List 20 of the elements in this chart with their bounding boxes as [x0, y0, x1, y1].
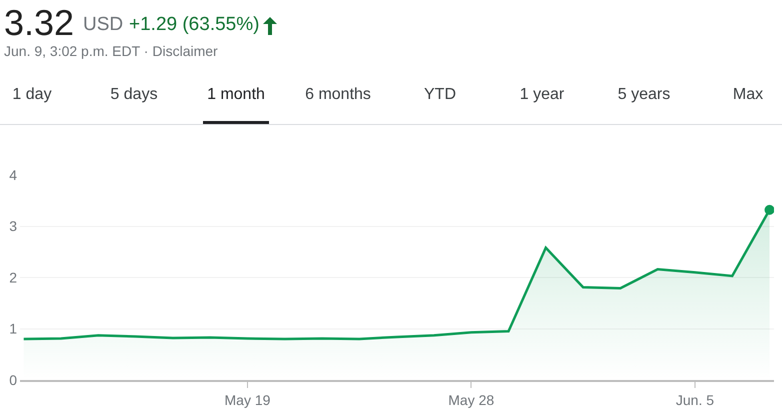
- x-tick-label: May 19: [224, 392, 271, 408]
- text: +1.29 (63.55%): [129, 14, 260, 36]
- text: 5 years: [618, 86, 670, 104]
- y-tick-label: 0: [9, 372, 18, 388]
- x-tick-label: May 28: [448, 392, 494, 408]
- text: 6 months: [305, 86, 371, 104]
- text: 1 day: [12, 86, 52, 104]
- text: Max: [732, 86, 764, 104]
- y-tick-label: 2: [9, 269, 18, 286]
- text: USD: [83, 14, 124, 36]
- text: YTD: [424, 86, 456, 104]
- text: 1 month: [207, 86, 265, 104]
- text: 5 days: [110, 86, 158, 104]
- y-tick-label: 3: [9, 218, 18, 234]
- y-tick-label: 1: [9, 320, 18, 337]
- x-tick-label: Jun. 5: [676, 392, 714, 408]
- chart-title: 3.32: [4, 2, 74, 44]
- text: 1 year: [520, 86, 564, 104]
- text: Jun. 9, 3:02 p.m. EDT · Disclaimer: [4, 43, 218, 59]
- y-tick-label: 4: [9, 166, 18, 183]
